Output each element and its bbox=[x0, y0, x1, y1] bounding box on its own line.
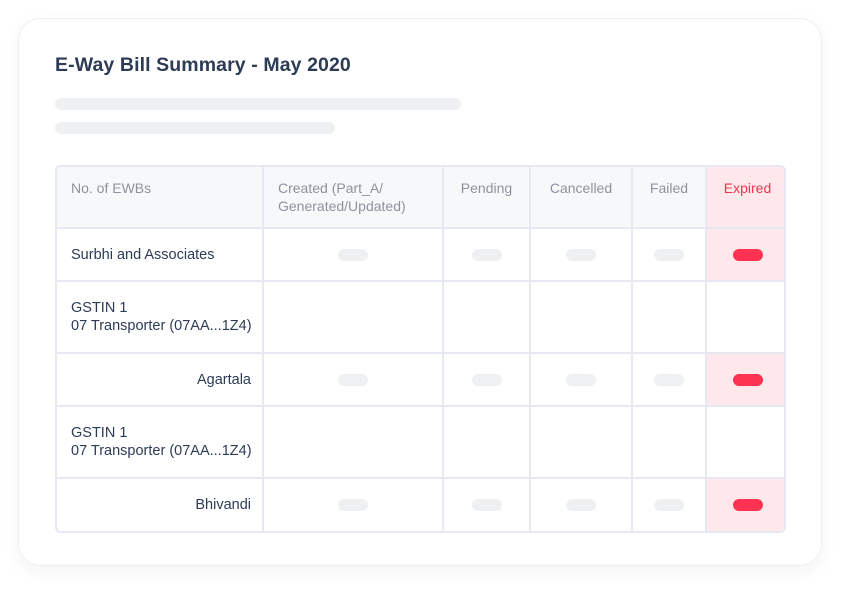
ewb-summary-table: No. of EWBs Created (Part_A/ Generated/U… bbox=[55, 165, 786, 533]
column-header-failed: Failed bbox=[631, 167, 707, 229]
table-row[interactable]: Bhivandi bbox=[57, 477, 784, 531]
value-placeholder bbox=[566, 499, 596, 512]
column-header-cancelled: Cancelled bbox=[529, 167, 633, 229]
value-placeholder bbox=[471, 499, 502, 512]
page-title: E-Way Bill Summary - May 2020 bbox=[55, 54, 351, 76]
gstin-line1: GSTIN 1 bbox=[71, 300, 128, 316]
entity-name: Surbhi and Associates bbox=[57, 227, 264, 282]
ewb-summary-card: E-Way Bill Summary - May 2020 No. of EWB… bbox=[18, 18, 822, 566]
gstin-line2: 07 Transporter (07AA...1Z4) bbox=[71, 443, 252, 459]
failed-cell bbox=[631, 227, 707, 282]
table-row[interactable]: Surbhi and Associates bbox=[57, 227, 784, 282]
gstin-line1: GSTIN 1 bbox=[71, 425, 128, 441]
location-name: Agartala bbox=[57, 352, 264, 407]
expired-value-placeholder bbox=[732, 499, 763, 512]
pending-cell bbox=[442, 352, 531, 407]
expired-value-placeholder bbox=[732, 248, 763, 261]
value-placeholder bbox=[471, 373, 502, 386]
failed-cell bbox=[631, 405, 707, 479]
expired-cell bbox=[705, 227, 784, 282]
expired-value-placeholder bbox=[732, 373, 763, 386]
column-header-created-line2: Generated/Updated) bbox=[278, 198, 406, 214]
column-header-no-of-ewbs: No. of EWBs bbox=[57, 167, 264, 229]
expired-cell bbox=[705, 477, 784, 531]
created-cell bbox=[262, 280, 444, 354]
pending-cell bbox=[442, 227, 531, 282]
cancelled-cell bbox=[529, 280, 633, 354]
column-header-created-line1: Created (Part_A/ bbox=[278, 180, 384, 196]
value-placeholder bbox=[654, 248, 684, 261]
value-placeholder bbox=[654, 373, 684, 386]
created-cell bbox=[262, 477, 444, 531]
expired-cell bbox=[705, 405, 784, 479]
table-header-row: No. of EWBs Created (Part_A/ Generated/U… bbox=[57, 167, 784, 229]
created-cell bbox=[262, 405, 444, 479]
skeleton-text-line bbox=[55, 122, 335, 134]
location-name: Bhivandi bbox=[57, 477, 264, 531]
pending-cell bbox=[442, 405, 531, 479]
gstin-line2: 07 Transporter (07AA...1Z4) bbox=[71, 318, 252, 334]
expired-cell bbox=[705, 280, 784, 354]
column-header-pending: Pending bbox=[442, 167, 531, 229]
pending-cell bbox=[442, 477, 531, 531]
expired-cell bbox=[705, 352, 784, 407]
gstin-label: GSTIN 1 07 Transporter (07AA...1Z4) bbox=[57, 405, 264, 479]
value-placeholder bbox=[338, 499, 368, 512]
cancelled-cell bbox=[529, 405, 633, 479]
value-placeholder bbox=[338, 373, 368, 386]
value-placeholder bbox=[654, 499, 684, 512]
failed-cell bbox=[631, 352, 707, 407]
cancelled-cell bbox=[529, 477, 633, 531]
failed-cell bbox=[631, 280, 707, 354]
pending-cell bbox=[442, 280, 531, 354]
value-placeholder bbox=[471, 248, 502, 261]
created-cell bbox=[262, 227, 444, 282]
table-row[interactable]: GSTIN 1 07 Transporter (07AA...1Z4) bbox=[57, 280, 784, 354]
created-cell bbox=[262, 352, 444, 407]
column-header-created: Created (Part_A/ Generated/Updated) bbox=[262, 167, 444, 229]
cancelled-cell bbox=[529, 352, 633, 407]
cancelled-cell bbox=[529, 227, 633, 282]
value-placeholder bbox=[566, 248, 596, 261]
column-header-expired: Expired bbox=[705, 167, 784, 229]
value-placeholder bbox=[566, 373, 596, 386]
failed-cell bbox=[631, 477, 707, 531]
skeleton-text-line bbox=[55, 98, 461, 110]
table-row[interactable]: Agartala bbox=[57, 352, 784, 407]
value-placeholder bbox=[338, 248, 368, 261]
table-row[interactable]: GSTIN 1 07 Transporter (07AA...1Z4) bbox=[57, 405, 784, 479]
gstin-label: GSTIN 1 07 Transporter (07AA...1Z4) bbox=[57, 280, 264, 354]
